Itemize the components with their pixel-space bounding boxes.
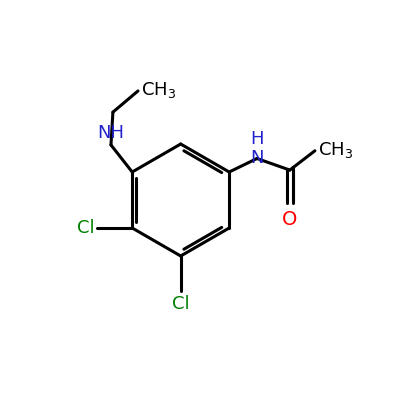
Text: H: H <box>250 130 264 148</box>
Text: CH$_3$: CH$_3$ <box>141 80 176 100</box>
Text: N: N <box>250 150 264 168</box>
Text: CH$_3$: CH$_3$ <box>318 140 353 160</box>
Text: O: O <box>282 210 298 229</box>
Text: NH: NH <box>98 124 124 142</box>
Text: Cl: Cl <box>77 219 94 237</box>
Text: Cl: Cl <box>172 294 190 312</box>
